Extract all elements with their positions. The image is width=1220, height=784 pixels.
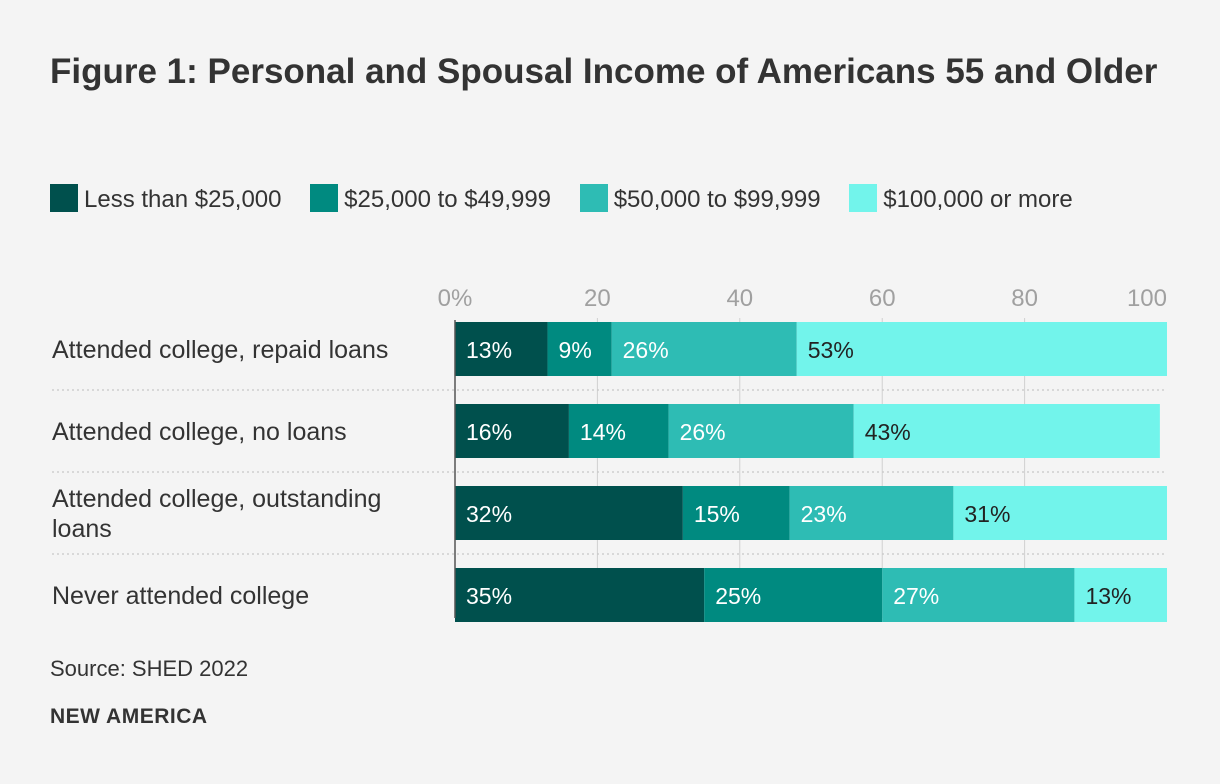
x-tick-label: 20 [584, 285, 611, 312]
legend-item: $50,000 to $99,999 [579, 184, 821, 213]
bar-segment [455, 486, 683, 540]
data-label: 13% [1085, 583, 1131, 609]
category-label: Attended college, no loans [52, 418, 347, 446]
data-label: 26% [623, 337, 669, 363]
brand-logo-text: NEW AMERICA [50, 705, 208, 728]
data-label: 9% [559, 337, 592, 363]
chart-legend: Less than $25,000 $25,000 to $49,999 $50… [50, 180, 1170, 220]
data-label: 43% [865, 419, 911, 445]
x-tick-label: 60 [869, 285, 896, 312]
legend-label: Less than $25,000 [84, 186, 282, 213]
bar-segment [455, 322, 548, 376]
bar-segment [611, 322, 797, 376]
data-label: 23% [801, 501, 847, 527]
data-label: 15% [694, 501, 740, 527]
category-label: Never attended college [52, 582, 309, 610]
legend-label: $25,000 to $49,999 [344, 186, 552, 213]
x-tick-label: 40 [726, 285, 753, 312]
data-label: 35% [466, 583, 512, 609]
bar-segment [853, 404, 1160, 458]
category-label-line: Attended college, repaid loans [52, 336, 388, 364]
bar-segment [796, 322, 1167, 376]
data-label: 26% [680, 419, 726, 445]
legend-label: $50,000 to $99,999 [613, 186, 821, 213]
data-label: 32% [466, 501, 512, 527]
chart-title: Figure 1: Personal and Spousal Income of… [50, 52, 1158, 91]
x-tick-label: 100 [1127, 285, 1167, 312]
legend-item: Less than $25,000 [50, 184, 282, 213]
data-label: 13% [466, 337, 512, 363]
data-label: 31% [964, 501, 1010, 527]
bar-segment [682, 486, 790, 540]
bar-segment [882, 568, 1075, 622]
bar-segment [953, 486, 1167, 540]
legend-swatch [849, 184, 878, 212]
x-tick-label: 80 [1011, 285, 1038, 312]
category-label-line: Never attended college [52, 582, 309, 610]
category-label-line: Attended college, outstanding [52, 485, 381, 513]
data-label: 27% [893, 583, 939, 609]
bar-segment [455, 404, 569, 458]
bar-segment [704, 568, 883, 622]
data-label: 16% [466, 419, 512, 445]
data-label: 14% [580, 419, 626, 445]
data-label: 25% [715, 583, 761, 609]
stacked-bar-chart: 0% 20 40 60 80 100 Attended college, repaid lo… [52, 285, 1167, 622]
bar-segment [568, 404, 669, 458]
bar-segment [547, 322, 612, 376]
legend-item: $100,000 or more [849, 184, 1073, 213]
legend-label: $100,000 or more [883, 186, 1073, 213]
bar-segment [1074, 568, 1167, 622]
category-label-line: Attended college, no loans [52, 418, 347, 446]
legend-swatch [310, 184, 339, 212]
legend-item: $25,000 to $49,999 [310, 184, 552, 213]
category-label: Attended college, repaid loans [52, 336, 388, 364]
legend-swatch [579, 184, 608, 212]
category-label-line: loans [52, 515, 112, 543]
data-label: 53% [808, 337, 854, 363]
legend-swatch [50, 184, 78, 212]
category-label: Attended college, outstanding loans [52, 485, 381, 543]
source-note: Source: SHED 2022 [50, 656, 249, 681]
x-tick-label: 0% [438, 285, 473, 312]
bar-segment [455, 568, 705, 622]
bar-segment [789, 486, 954, 540]
bar-segment [668, 404, 854, 458]
